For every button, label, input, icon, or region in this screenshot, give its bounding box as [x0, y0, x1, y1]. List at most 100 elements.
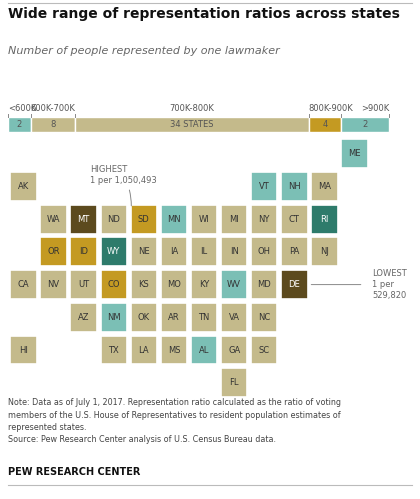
Text: 700K-800K: 700K-800K [169, 104, 214, 113]
Text: FL: FL [229, 378, 239, 387]
FancyBboxPatch shape [221, 238, 247, 266]
Text: PA: PA [289, 248, 299, 256]
Text: IL: IL [200, 248, 207, 256]
FancyBboxPatch shape [161, 238, 187, 266]
Text: WY: WY [107, 248, 121, 256]
Text: SD: SD [138, 215, 150, 224]
FancyBboxPatch shape [100, 238, 127, 266]
FancyBboxPatch shape [311, 205, 338, 234]
FancyBboxPatch shape [100, 336, 127, 364]
Text: MD: MD [257, 280, 271, 289]
FancyBboxPatch shape [100, 205, 127, 234]
FancyBboxPatch shape [251, 238, 278, 266]
Text: NE: NE [138, 248, 150, 256]
Text: OR: OR [47, 248, 60, 256]
FancyBboxPatch shape [311, 238, 338, 266]
Text: MO: MO [167, 280, 181, 289]
FancyBboxPatch shape [251, 303, 278, 332]
Text: RI: RI [320, 215, 328, 224]
FancyBboxPatch shape [251, 336, 278, 364]
Text: Wide range of representation ratios across states: Wide range of representation ratios acro… [8, 7, 400, 21]
Text: AR: AR [168, 313, 180, 322]
FancyBboxPatch shape [341, 139, 368, 168]
FancyBboxPatch shape [131, 205, 157, 234]
Text: NH: NH [288, 182, 301, 191]
FancyBboxPatch shape [251, 270, 278, 299]
Text: LA: LA [139, 346, 149, 355]
FancyBboxPatch shape [191, 205, 217, 234]
FancyBboxPatch shape [221, 205, 247, 234]
Text: LOWEST
1 per
529,820: LOWEST 1 per 529,820 [372, 269, 407, 300]
Text: KS: KS [139, 280, 149, 289]
Text: CT: CT [289, 215, 300, 224]
Text: AK: AK [18, 182, 29, 191]
Text: CO: CO [108, 280, 120, 289]
Text: GA: GA [228, 346, 240, 355]
FancyBboxPatch shape [281, 270, 307, 299]
Text: UT: UT [78, 280, 89, 289]
Text: VA: VA [228, 313, 240, 322]
Text: CA: CA [18, 280, 29, 289]
Text: OK: OK [138, 313, 150, 322]
Text: NC: NC [258, 313, 270, 322]
FancyBboxPatch shape [311, 172, 338, 201]
FancyBboxPatch shape [71, 205, 97, 234]
Bar [75, 117, 309, 132]
Text: VT: VT [259, 182, 270, 191]
FancyBboxPatch shape [40, 238, 67, 266]
Text: 2: 2 [17, 120, 22, 129]
Text: ID: ID [79, 248, 88, 256]
Text: WI: WI [199, 215, 210, 224]
FancyBboxPatch shape [40, 205, 67, 234]
FancyBboxPatch shape [131, 238, 157, 266]
Bar [31, 117, 75, 132]
Text: PEW RESEARCH CENTER: PEW RESEARCH CENTER [8, 468, 141, 478]
FancyBboxPatch shape [100, 303, 127, 332]
Text: 4: 4 [322, 120, 328, 129]
Text: SC: SC [259, 346, 270, 355]
Text: WA: WA [47, 215, 60, 224]
FancyBboxPatch shape [221, 336, 247, 364]
FancyBboxPatch shape [71, 238, 97, 266]
Text: WV: WV [227, 280, 241, 289]
Text: KY: KY [199, 280, 209, 289]
Bar [8, 117, 31, 132]
FancyBboxPatch shape [71, 270, 97, 299]
Text: MN: MN [167, 215, 181, 224]
Text: HIGHEST
1 per 1,050,493: HIGHEST 1 per 1,050,493 [90, 165, 156, 206]
Text: ND: ND [108, 215, 120, 224]
Text: MT: MT [78, 215, 90, 224]
FancyBboxPatch shape [10, 172, 37, 201]
FancyBboxPatch shape [251, 205, 278, 234]
Text: IN: IN [230, 248, 239, 256]
FancyBboxPatch shape [281, 172, 307, 201]
Text: NM: NM [107, 313, 121, 322]
Text: <600K: <600K [8, 104, 37, 113]
FancyBboxPatch shape [161, 303, 187, 332]
Text: 34 STATES: 34 STATES [170, 120, 214, 129]
Text: 800K-900K: 800K-900K [309, 104, 354, 113]
FancyBboxPatch shape [161, 270, 187, 299]
FancyBboxPatch shape [131, 336, 157, 364]
FancyBboxPatch shape [100, 270, 127, 299]
Text: AZ: AZ [78, 313, 89, 322]
FancyBboxPatch shape [191, 336, 217, 364]
FancyBboxPatch shape [281, 205, 307, 234]
Text: NJ: NJ [320, 248, 329, 256]
Text: NV: NV [47, 280, 60, 289]
FancyBboxPatch shape [40, 270, 67, 299]
Text: MS: MS [168, 346, 180, 355]
Text: HI: HI [19, 346, 28, 355]
Text: TN: TN [198, 313, 210, 322]
Bar [309, 117, 341, 132]
FancyBboxPatch shape [221, 270, 247, 299]
FancyBboxPatch shape [221, 303, 247, 332]
FancyBboxPatch shape [10, 270, 37, 299]
Text: NY: NY [259, 215, 270, 224]
FancyBboxPatch shape [161, 336, 187, 364]
Text: ME: ME [348, 149, 361, 158]
FancyBboxPatch shape [71, 303, 97, 332]
FancyBboxPatch shape [251, 172, 278, 201]
FancyBboxPatch shape [191, 238, 217, 266]
Text: Note: Data as of July 1, 2017. Representation ratio calculated as the ratio of v: Note: Data as of July 1, 2017. Represent… [8, 398, 341, 444]
